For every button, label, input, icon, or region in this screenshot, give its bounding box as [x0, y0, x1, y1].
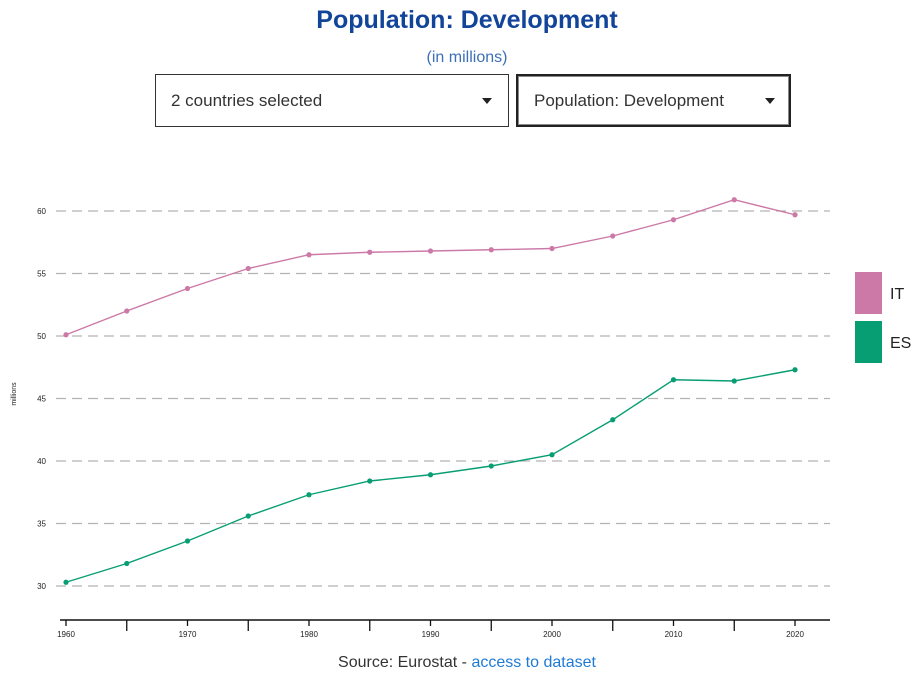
x-tick-label: 2010: [665, 630, 683, 639]
legend-swatch-es: [855, 321, 882, 363]
legend: IT ES: [855, 272, 911, 363]
data-point-es: [367, 478, 373, 484]
y-axis-label: millions: [11, 382, 18, 406]
data-point-it: [792, 212, 798, 218]
y-tick-label: 35: [37, 520, 46, 529]
y-tick-label: 60: [37, 207, 46, 216]
data-point-it: [549, 245, 555, 252]
data-point-es: [670, 377, 677, 383]
grid-lines: [56, 210, 830, 587]
y-tick-label: 40: [37, 457, 46, 466]
x-axis: 1960 1970 1980 1990 2000 2010 2020: [57, 619, 830, 639]
data-point-it: [427, 248, 434, 254]
data-point-it: [63, 332, 69, 338]
data-point-it: [184, 285, 191, 292]
data-point-es: [245, 513, 251, 519]
countries-dropdown[interactable]: 2 countries selected: [155, 74, 509, 127]
x-tick-label: 1990: [422, 630, 440, 639]
y-tick-label: 50: [37, 332, 46, 341]
data-point-it: [245, 265, 251, 272]
source-text: Source: Eurostat -: [338, 654, 472, 671]
source-line: Source: Eurostat - access to dataset: [0, 654, 912, 672]
legend-label-es: ES: [890, 335, 911, 352]
x-tick-label: 2020: [786, 630, 804, 639]
data-point-es: [488, 463, 494, 469]
data-point-it: [367, 249, 373, 255]
page-subtitle: (in millions): [426, 49, 508, 66]
series-group: [63, 197, 798, 585]
data-point-es: [610, 417, 616, 423]
caret-down-icon: [482, 97, 492, 104]
y-axis: 30 35 40 45 50 55 60: [37, 207, 46, 591]
legend-label-it: IT: [890, 286, 904, 303]
data-point-it: [731, 197, 737, 203]
data-point-es: [427, 472, 434, 478]
caret-down-icon: [765, 97, 775, 104]
page-title: Population: Development: [316, 6, 618, 34]
data-point-es: [184, 538, 191, 544]
data-point-it: [306, 252, 312, 258]
dataset-link[interactable]: access to dataset: [471, 654, 596, 671]
data-point-es: [792, 367, 798, 373]
data-point-es: [549, 452, 555, 458]
data-point-it: [488, 247, 494, 253]
y-tick-label: 45: [37, 395, 46, 404]
y-tick-label: 30: [37, 582, 46, 591]
x-tick-label: 1970: [179, 630, 197, 639]
data-point-es: [63, 579, 69, 585]
indicator-dropdown[interactable]: Population: Development: [516, 74, 791, 127]
x-tick-label: 2000: [543, 630, 561, 639]
legend-swatch-it: [855, 272, 882, 314]
y-tick-label: 55: [37, 270, 46, 279]
data-point-it: [610, 233, 616, 239]
countries-dropdown-label: 2 countries selected: [171, 90, 323, 110]
data-point-es: [124, 560, 130, 567]
data-point-it: [670, 217, 677, 223]
x-tick-label: 1980: [300, 630, 318, 639]
x-tick-label: 1960: [57, 630, 75, 639]
indicator-dropdown-label: Population: Development: [534, 90, 724, 110]
data-point-es: [306, 492, 312, 498]
data-point-it: [124, 308, 130, 314]
series-line-it: [65, 199, 796, 336]
data-point-es: [731, 378, 737, 384]
line-chart: 30 35 40 45 50 55 60 1960 1970 1980 1990 2000 2010 2…: [11, 197, 911, 639]
